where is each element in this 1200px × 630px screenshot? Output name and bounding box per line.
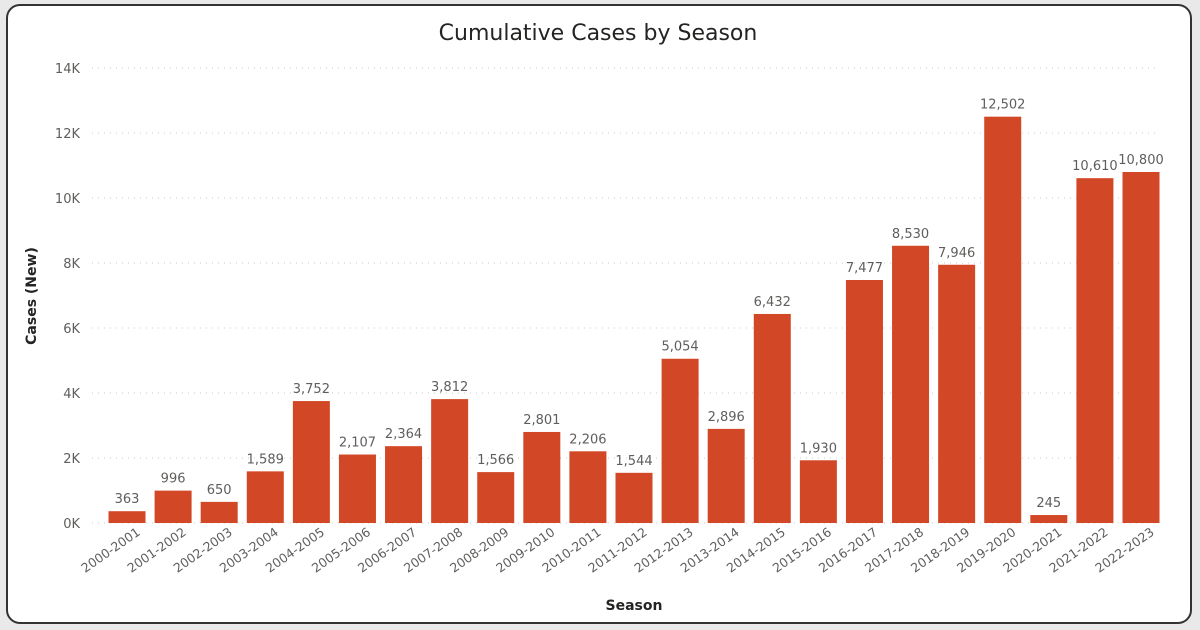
y-tick-label: 12K (55, 127, 81, 142)
y-axis-label: Cases (New) (24, 247, 40, 345)
data-label: 3,752 (293, 382, 330, 397)
bar (1076, 178, 1114, 524)
bar (338, 454, 376, 523)
y-tick-label: 2K (63, 452, 80, 467)
chart-title: Cumulative Cases by Season (439, 21, 758, 46)
bar (661, 358, 699, 523)
data-label: 6,432 (754, 295, 791, 310)
data-label: 996 (161, 472, 186, 487)
bar (246, 471, 284, 523)
y-tick-label: 14K (55, 62, 81, 77)
data-label: 1,566 (477, 453, 514, 468)
bar (1122, 172, 1160, 523)
data-label: 7,477 (846, 261, 883, 276)
data-label: 10,800 (1118, 153, 1164, 168)
data-label: 5,054 (661, 340, 698, 355)
data-label: 2,206 (569, 432, 606, 447)
x-axis-label: Season (606, 598, 663, 614)
bar (154, 490, 192, 523)
bar (1030, 515, 1068, 523)
data-label: 1,930 (800, 441, 837, 456)
bar (615, 472, 653, 523)
data-label: 1,544 (615, 454, 652, 469)
bar (108, 511, 146, 523)
y-tick-label: 0K (63, 517, 80, 532)
bar (845, 279, 883, 523)
bar (938, 264, 976, 523)
data-label: 2,364 (385, 427, 422, 442)
bar (477, 472, 515, 523)
data-label: 2,801 (523, 413, 560, 428)
y-tick-label: 8K (63, 257, 80, 272)
data-label: 2,107 (339, 436, 376, 451)
data-label: 7,946 (938, 246, 975, 261)
bar (984, 116, 1022, 523)
data-label: 10,610 (1072, 159, 1118, 174)
bar (385, 446, 423, 523)
bar (431, 399, 469, 523)
y-tick-label: 4K (63, 387, 80, 402)
y-tick-label: 6K (63, 322, 80, 337)
data-label: 363 (115, 492, 140, 507)
data-label: 1,589 (247, 452, 284, 467)
data-label: 8,530 (892, 227, 929, 242)
data-label: 245 (1036, 496, 1061, 511)
bar (523, 431, 561, 523)
data-label: 650 (207, 483, 232, 498)
bar (707, 428, 745, 523)
y-tick-label: 10K (55, 192, 81, 207)
bar (892, 245, 930, 523)
bar (292, 401, 330, 523)
data-label: 2,896 (708, 410, 745, 425)
data-label: 3,812 (431, 380, 468, 395)
bar (799, 460, 837, 523)
data-label: 12,502 (980, 98, 1026, 113)
bar (200, 501, 238, 523)
bar (753, 313, 791, 523)
bar (569, 451, 607, 523)
